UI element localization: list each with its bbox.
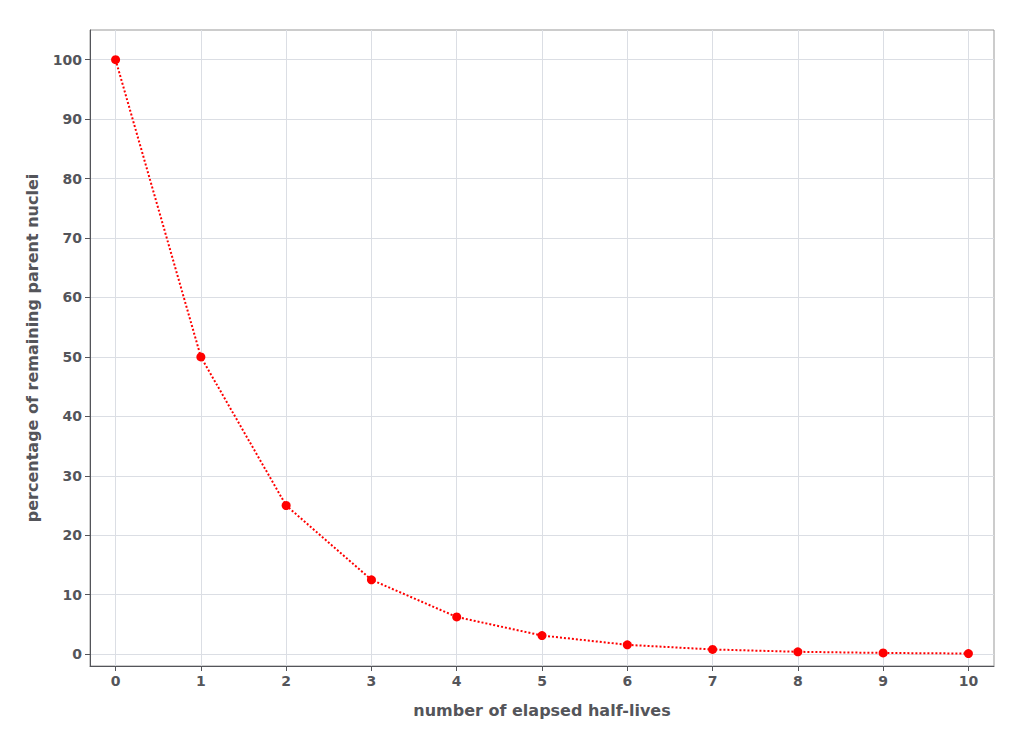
svg-text:60: 60 [63,289,83,305]
svg-text:100: 100 [53,52,82,68]
svg-text:5: 5 [537,673,547,689]
svg-text:70: 70 [63,230,83,246]
svg-text:2: 2 [281,673,291,689]
svg-text:30: 30 [63,468,83,484]
svg-text:3: 3 [367,673,377,689]
svg-text:80: 80 [63,171,83,187]
svg-text:10: 10 [63,587,83,603]
svg-text:7: 7 [708,673,718,689]
svg-text:10: 10 [959,673,979,689]
svg-text:0: 0 [111,673,121,689]
svg-text:50: 50 [63,349,83,365]
svg-text:percentage of remaining parent: percentage of remaining parent nuclei [23,174,42,522]
svg-text:0: 0 [72,646,82,662]
svg-text:40: 40 [63,408,83,424]
svg-text:90: 90 [63,111,83,127]
svg-text:8: 8 [793,673,803,689]
svg-text:4: 4 [452,673,462,689]
svg-text:20: 20 [63,527,83,543]
svg-text:number of elapsed half-lives: number of elapsed half-lives [413,701,671,720]
svg-text:1: 1 [196,673,206,689]
svg-text:6: 6 [622,673,632,689]
svg-text:9: 9 [878,673,888,689]
